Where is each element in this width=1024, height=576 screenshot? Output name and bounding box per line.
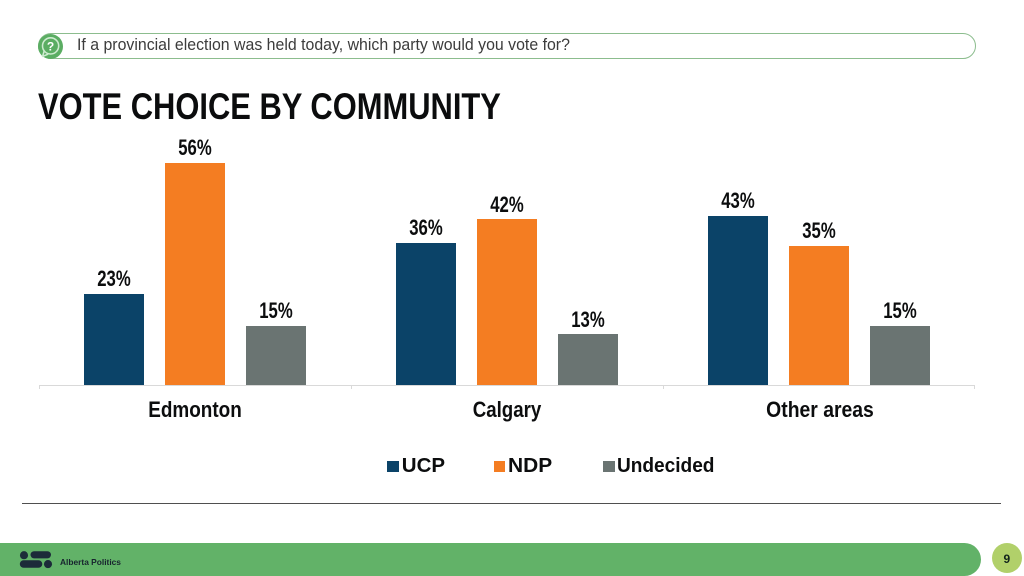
svg-text:?: ? [47,39,54,53]
